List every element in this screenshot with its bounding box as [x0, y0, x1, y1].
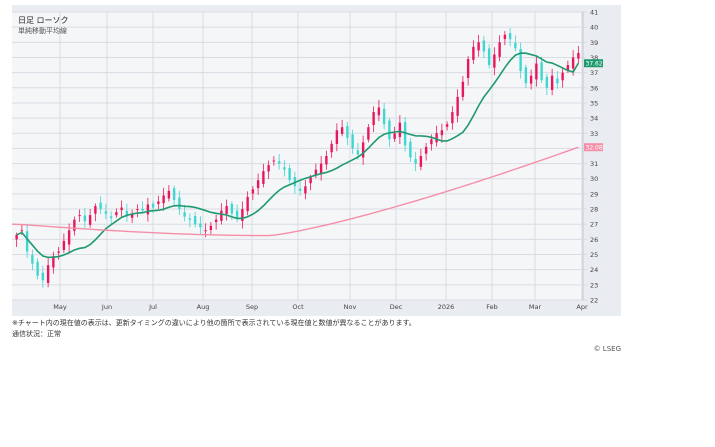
candlestick-chart: 2223242526272829303132333435363738394041…: [12, 9, 603, 311]
y-tick-label: 25: [590, 251, 598, 259]
y-tick-label: 28: [590, 206, 598, 214]
y-tick-label: 40: [590, 24, 598, 32]
y-tick-label: 24: [590, 266, 598, 274]
y-tick-label: 37: [590, 69, 598, 77]
y-tick-label: 23: [590, 281, 598, 289]
y-tick-label: 26: [590, 236, 598, 244]
x-tick-label: 2026: [438, 303, 455, 311]
ma-short-line: [16, 52, 580, 259]
x-tick-label: Mar: [529, 303, 542, 311]
x-tick-label: Aug: [197, 303, 210, 311]
y-tick-label: 30: [590, 175, 598, 183]
connection-status: 通信状況：正常: [12, 330, 61, 338]
current-value-label: 32.08: [586, 145, 603, 152]
x-tick-label: Dec: [390, 303, 403, 311]
x-tick-label: Oct: [292, 303, 304, 311]
ma-long-line: [12, 146, 579, 237]
current-value-badge: [584, 143, 603, 152]
y-tick-label: 36: [590, 84, 598, 92]
y-tick-label: 29: [590, 190, 598, 198]
y-tick-label: 33: [590, 130, 598, 138]
y-tick-label: 34: [590, 115, 598, 123]
x-tick-label: Sep: [246, 303, 258, 311]
x-tick-label: Nov: [344, 303, 357, 311]
chart-subtitle: 単純移動平均線: [18, 27, 67, 35]
y-tick-label: 27: [590, 221, 598, 229]
x-tick-label: Jun: [101, 303, 112, 311]
current-value-badge: [584, 59, 603, 68]
disclaimer-text: ※チャート内の現在値の表示は、更新タイミングの違いにより他の箇所で表示されている…: [12, 319, 416, 327]
chart-legend: 日足 ローソク 単純移動平均線: [18, 15, 69, 36]
chart-title: 日足 ローソク: [18, 16, 69, 25]
chart-frame: 2223242526272829303132333435363738394041…: [12, 5, 621, 316]
y-tick-label: 41: [590, 9, 598, 17]
x-tick-label: Feb: [486, 303, 498, 311]
y-tick-label: 35: [590, 99, 598, 107]
y-tick-label: 22: [590, 297, 598, 305]
y-tick-label: 39: [590, 39, 598, 47]
footer-note-block: ※チャート内の現在値の表示は、更新タイミングの違いにより他の箇所で表示されている…: [12, 318, 416, 340]
current-value-label: 37.62: [586, 61, 603, 68]
x-tick-label: Apr: [576, 303, 588, 311]
x-tick-label: Jul: [148, 303, 157, 311]
copyright-text: © LSEG: [593, 345, 621, 353]
y-tick-label: 38: [590, 54, 598, 62]
y-tick-label: 31: [590, 160, 598, 168]
x-tick-label: May: [53, 303, 67, 311]
